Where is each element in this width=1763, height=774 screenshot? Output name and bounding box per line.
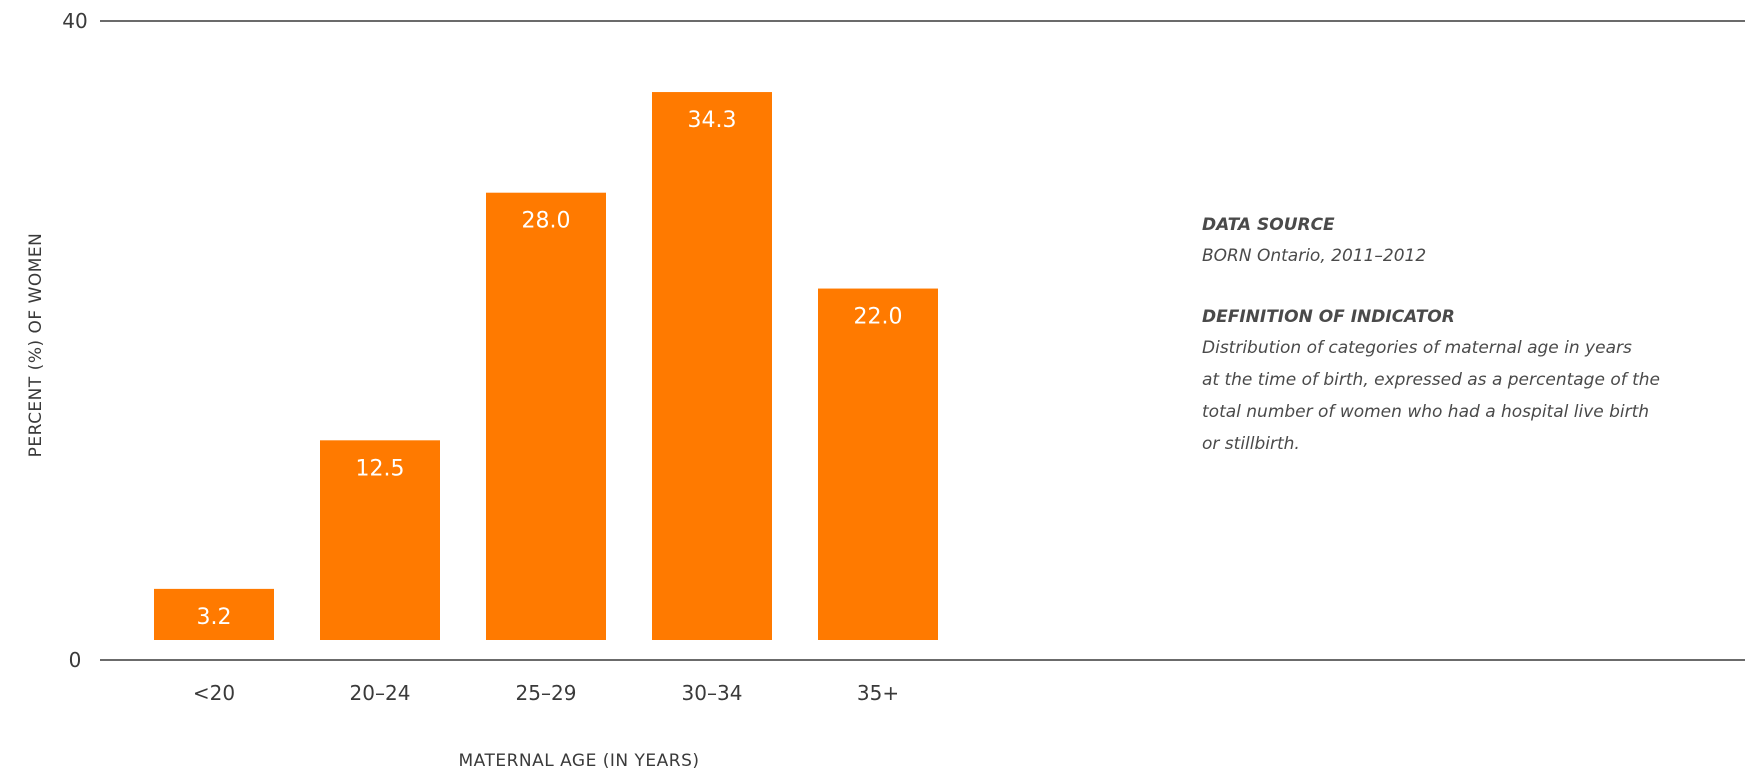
bar [320,440,440,640]
definition-line: at the time of birth, expressed as a per… [1202,370,1661,390]
y-axis-title: PERCENT (%) OF WOMEN [26,233,46,458]
bar-value-labels: 3.2 12.5 28.0 34.3 22.0 [197,108,903,630]
bar-value-label: 22.0 [854,305,903,330]
bar-value-label: 34.3 [688,108,737,133]
bar-value-label: 12.5 [356,456,405,481]
x-axis-title: MATERNAL AGE (IN YEARS) [458,751,699,771]
y-axis-ticks: 0 40 [62,9,87,672]
y-tick-label: 0 [69,648,82,672]
bars [154,92,938,641]
data-source-heading: DATA SOURCE [1202,215,1335,235]
bar [818,288,938,640]
info-panel: DATA SOURCE BORN Ontario, 2011–2012 DEFI… [1202,210,1742,460]
data-source-text: BORN Ontario, 2011–2012 [1202,246,1427,266]
x-axis-category-labels: <20 20–24 25–29 30–34 35+ [193,681,899,705]
bar-value-label: 3.2 [197,605,232,630]
bar [486,192,606,640]
bar [652,92,772,641]
definition-line: Distribution of categories of maternal a… [1202,338,1632,358]
bar-value-label: 28.0 [522,209,571,234]
definition-heading: DEFINITION OF INDICATOR [1202,307,1455,327]
definition-line: total number of women who had a hospital… [1202,402,1650,422]
bar [154,588,274,640]
y-tick-label: 40 [62,9,87,33]
x-tick-label: 20–24 [350,681,411,705]
x-tick-label: 35+ [857,681,899,705]
definition-line: or stillbirth. [1202,434,1300,454]
x-tick-label: <20 [193,681,235,705]
x-tick-label: 30–34 [682,681,743,705]
x-tick-label: 25–29 [516,681,577,705]
